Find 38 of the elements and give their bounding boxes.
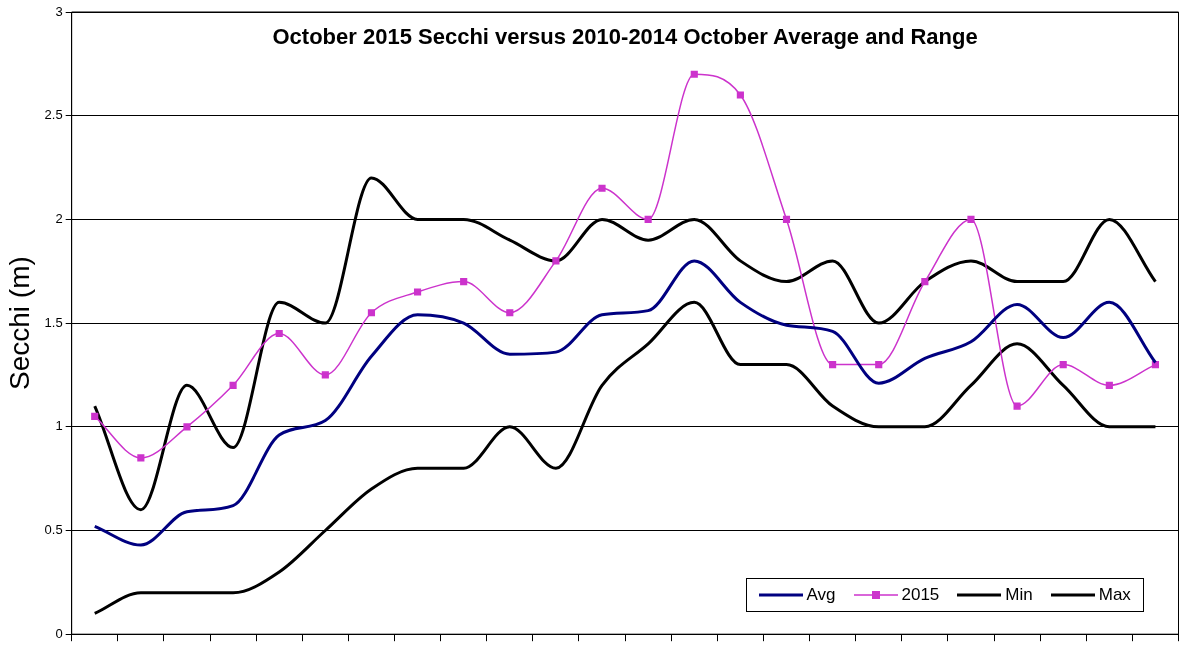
point: [413, 288, 422, 296]
point: [644, 215, 652, 223]
point: [782, 215, 791, 223]
y-axis-title: Secchi (m): [3, 256, 35, 390]
y-tick-label: 2.5: [44, 107, 63, 123]
legend-label: Avg: [806, 585, 836, 606]
point: [967, 215, 975, 223]
y-tick-label: 2: [55, 210, 63, 226]
point: [1013, 402, 1021, 410]
y-tick-label: 1.5: [44, 314, 63, 330]
y-tick-label: 0.5: [44, 522, 63, 538]
point: [229, 381, 237, 389]
line-series: [93, 259, 1157, 547]
legend-label: 2015: [901, 585, 940, 606]
point: [829, 361, 837, 369]
y-tick-label: 0: [55, 625, 63, 641]
point: [367, 309, 376, 317]
point: [1151, 361, 1160, 369]
point: [183, 423, 191, 431]
point: [91, 412, 99, 421]
point: [275, 329, 283, 338]
legend-label: Min: [1005, 585, 1033, 606]
point: [690, 70, 698, 78]
point: [736, 91, 744, 99]
point: [137, 454, 145, 462]
point: [506, 309, 514, 317]
y-tick-label: 3: [55, 3, 63, 19]
point: [1105, 381, 1113, 389]
text: October 2015 Secchi versus 2010-2014 October Average and Range: [272, 24, 978, 50]
point: [321, 371, 329, 379]
y-tick-label: 1: [55, 418, 63, 434]
point: [1059, 361, 1067, 369]
legend-label: Max: [1098, 585, 1131, 606]
point: [598, 184, 606, 192]
point: [552, 257, 560, 265]
point: [460, 278, 468, 286]
point: [921, 278, 929, 286]
point: [875, 361, 883, 369]
